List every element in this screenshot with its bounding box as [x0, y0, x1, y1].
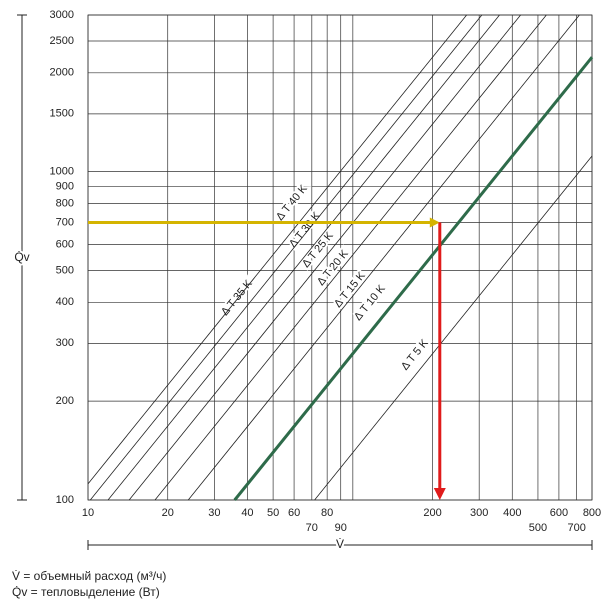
y-tick-label: 2500 [50, 35, 74, 47]
line-label: Δ T 40 K [274, 182, 310, 223]
arrow-head [429, 217, 440, 228]
line [87, 14, 467, 485]
plot-frame [87, 14, 593, 501]
x-tick-label: 40 [241, 507, 253, 519]
y-tick-label: 1500 [50, 108, 74, 120]
x-tick-label: 60 [288, 507, 300, 519]
x-tick-label: 30 [208, 507, 220, 519]
x-tick-label: 700 [567, 522, 585, 534]
arrow-head [433, 488, 446, 500]
y-tick-label: 300 [56, 337, 74, 349]
y-tick-label: 2000 [50, 67, 74, 79]
x-tick-label: 600 [550, 507, 568, 519]
y-tick-label: 700 [56, 216, 74, 228]
y-tick-label: 800 [56, 197, 74, 209]
line [314, 155, 593, 501]
x-tick-label: 300 [470, 507, 488, 519]
legend-text: V̇ = объемный расход (м³/ч) [12, 569, 166, 583]
line [89, 14, 483, 501]
line [128, 14, 521, 501]
y-tick-label: 500 [56, 264, 74, 276]
y-tick-label: 600 [56, 238, 74, 250]
x-tick-label: 20 [162, 507, 174, 519]
line [233, 56, 594, 501]
x-axis-label: V̇ [336, 537, 344, 551]
x-tick-label: 80 [321, 507, 333, 519]
x-tick-label: 90 [335, 522, 347, 534]
y-tick-label: 900 [56, 181, 74, 193]
legend-text: Q̇v = тепловыделение (Вт) [12, 585, 160, 599]
y-axis-label: Q̇v [14, 250, 29, 264]
x-tick-label: 200 [423, 507, 441, 519]
x-tick-label: 800 [583, 507, 601, 519]
y-tick-label: 1000 [50, 166, 74, 178]
x-tick-label: 50 [267, 507, 279, 519]
y-tick-label: 100 [56, 494, 74, 506]
x-tick-label: 500 [529, 522, 547, 534]
line [187, 14, 580, 501]
line [107, 14, 500, 501]
y-tick-label: 400 [56, 296, 74, 308]
y-tick-label: 3000 [50, 9, 74, 21]
x-tick-label: 70 [306, 522, 318, 534]
y-tick-label: 200 [56, 395, 74, 407]
line-label: Δ T 5 K [399, 337, 431, 373]
x-tick-label: 400 [503, 507, 521, 519]
x-tick-label: 10 [82, 507, 94, 519]
line [154, 14, 547, 501]
